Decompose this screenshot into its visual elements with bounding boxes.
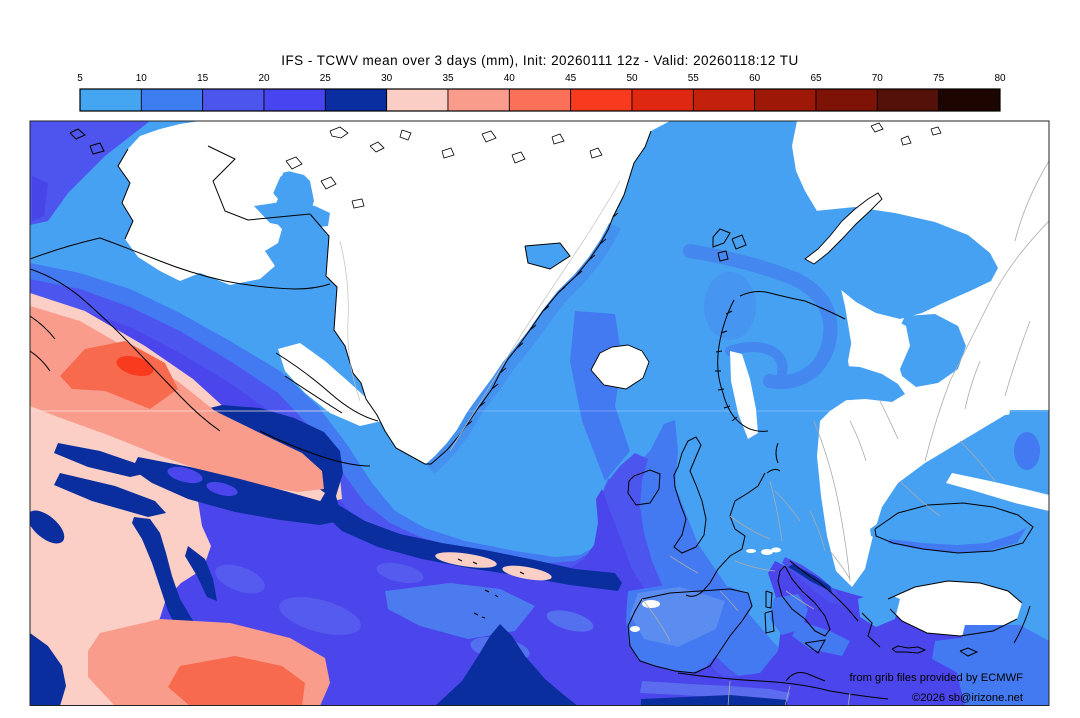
- svg-text:30: 30: [381, 73, 393, 84]
- svg-text:35: 35: [442, 73, 454, 84]
- svg-text:©2026 sb@irizone.net: ©2026 sb@irizone.net: [912, 692, 1024, 704]
- svg-text:50: 50: [626, 73, 638, 84]
- svg-text:60: 60: [749, 73, 761, 84]
- svg-text:40: 40: [504, 73, 516, 84]
- svg-text:75: 75: [933, 73, 945, 84]
- svg-text:65: 65: [810, 73, 822, 84]
- svg-text:10: 10: [136, 73, 148, 84]
- svg-text:25: 25: [320, 73, 332, 84]
- svg-text:from grib files provided by EC: from grib files provided by ECMWF: [850, 672, 1024, 684]
- svg-text:45: 45: [565, 73, 577, 84]
- svg-text:5: 5: [77, 73, 83, 84]
- svg-text:15: 15: [197, 73, 209, 84]
- svg-text:80: 80: [994, 73, 1006, 84]
- svg-text:IFS - TCWV mean over 3 days (m: IFS - TCWV mean over 3 days (mm), Init: …: [281, 53, 798, 68]
- svg-text:70: 70: [872, 73, 884, 84]
- svg-text:20: 20: [258, 73, 270, 84]
- svg-text:55: 55: [688, 73, 700, 84]
